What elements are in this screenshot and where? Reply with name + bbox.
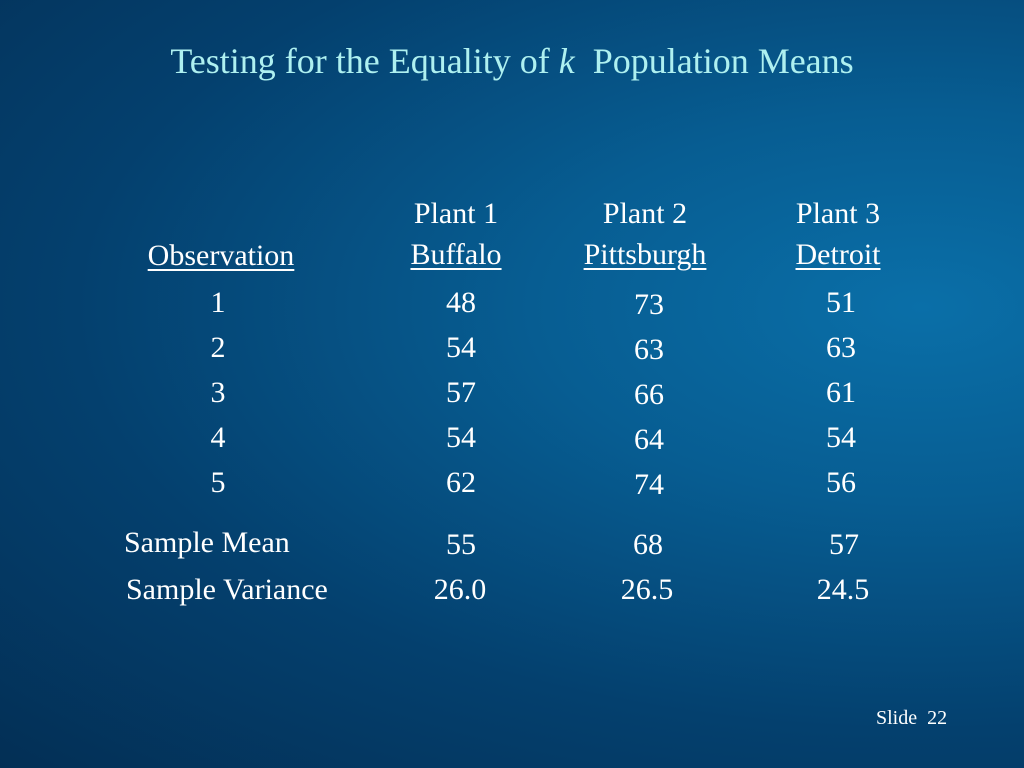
slide-title: Testing for the Equality of k Population… (0, 40, 1024, 82)
plant-2-value: 64 (634, 423, 664, 456)
observation-number: 1 (210, 286, 226, 319)
observation-number: 3 (210, 376, 226, 409)
plant-2-mean: 68 (633, 528, 663, 561)
plant-3-city: Detroit (795, 238, 881, 271)
plant-3-mean: 57 (829, 528, 859, 561)
plant-1-value: 62 (446, 466, 476, 499)
title-variable: k (558, 41, 575, 81)
plant-3-value: 63 (826, 331, 856, 364)
plant-3-variance: 24.5 (816, 573, 870, 606)
observation-number: 4 (210, 421, 226, 454)
slide-number: 22 (927, 707, 948, 729)
plant-2-name: Plant 2 (602, 197, 688, 230)
plant-3-value: 54 (826, 421, 856, 454)
plant-2-value: 74 (634, 468, 664, 501)
sample-mean-label: Sample Mean (124, 526, 290, 559)
plant-2-value: 63 (634, 333, 664, 366)
plant-2-value: 66 (634, 378, 664, 411)
plant-1-city: Buffalo (410, 238, 502, 271)
plant-3-value: 56 (826, 466, 856, 499)
plant-1-value: 54 (446, 331, 476, 364)
slide-footer: Slide 22 (876, 707, 947, 730)
plant-1-mean: 55 (446, 528, 476, 561)
plant-3-value: 61 (826, 376, 856, 409)
sample-variance-label: Sample Variance (126, 573, 328, 606)
plant-2-city: Pittsburgh (583, 238, 707, 271)
plant-2-value: 73 (634, 288, 664, 321)
observation-header: Observation (147, 239, 295, 272)
title-suffix: Population Means (592, 41, 854, 81)
plant-1-name: Plant 1 (413, 197, 499, 230)
plant-3-value: 51 (826, 286, 856, 319)
plant-3-name: Plant 3 (795, 197, 881, 230)
observation-number: 2 (210, 331, 226, 364)
plant-2-variance: 26.5 (620, 573, 674, 606)
title-prefix: Testing for the Equality of (170, 41, 550, 81)
plant-1-value: 48 (446, 286, 476, 319)
plant-1-variance: 26.0 (433, 573, 487, 606)
slide-label: Slide (876, 707, 918, 729)
observation-number: 5 (210, 466, 226, 499)
plant-1-value: 57 (446, 376, 476, 409)
plant-1-value: 54 (446, 421, 476, 454)
